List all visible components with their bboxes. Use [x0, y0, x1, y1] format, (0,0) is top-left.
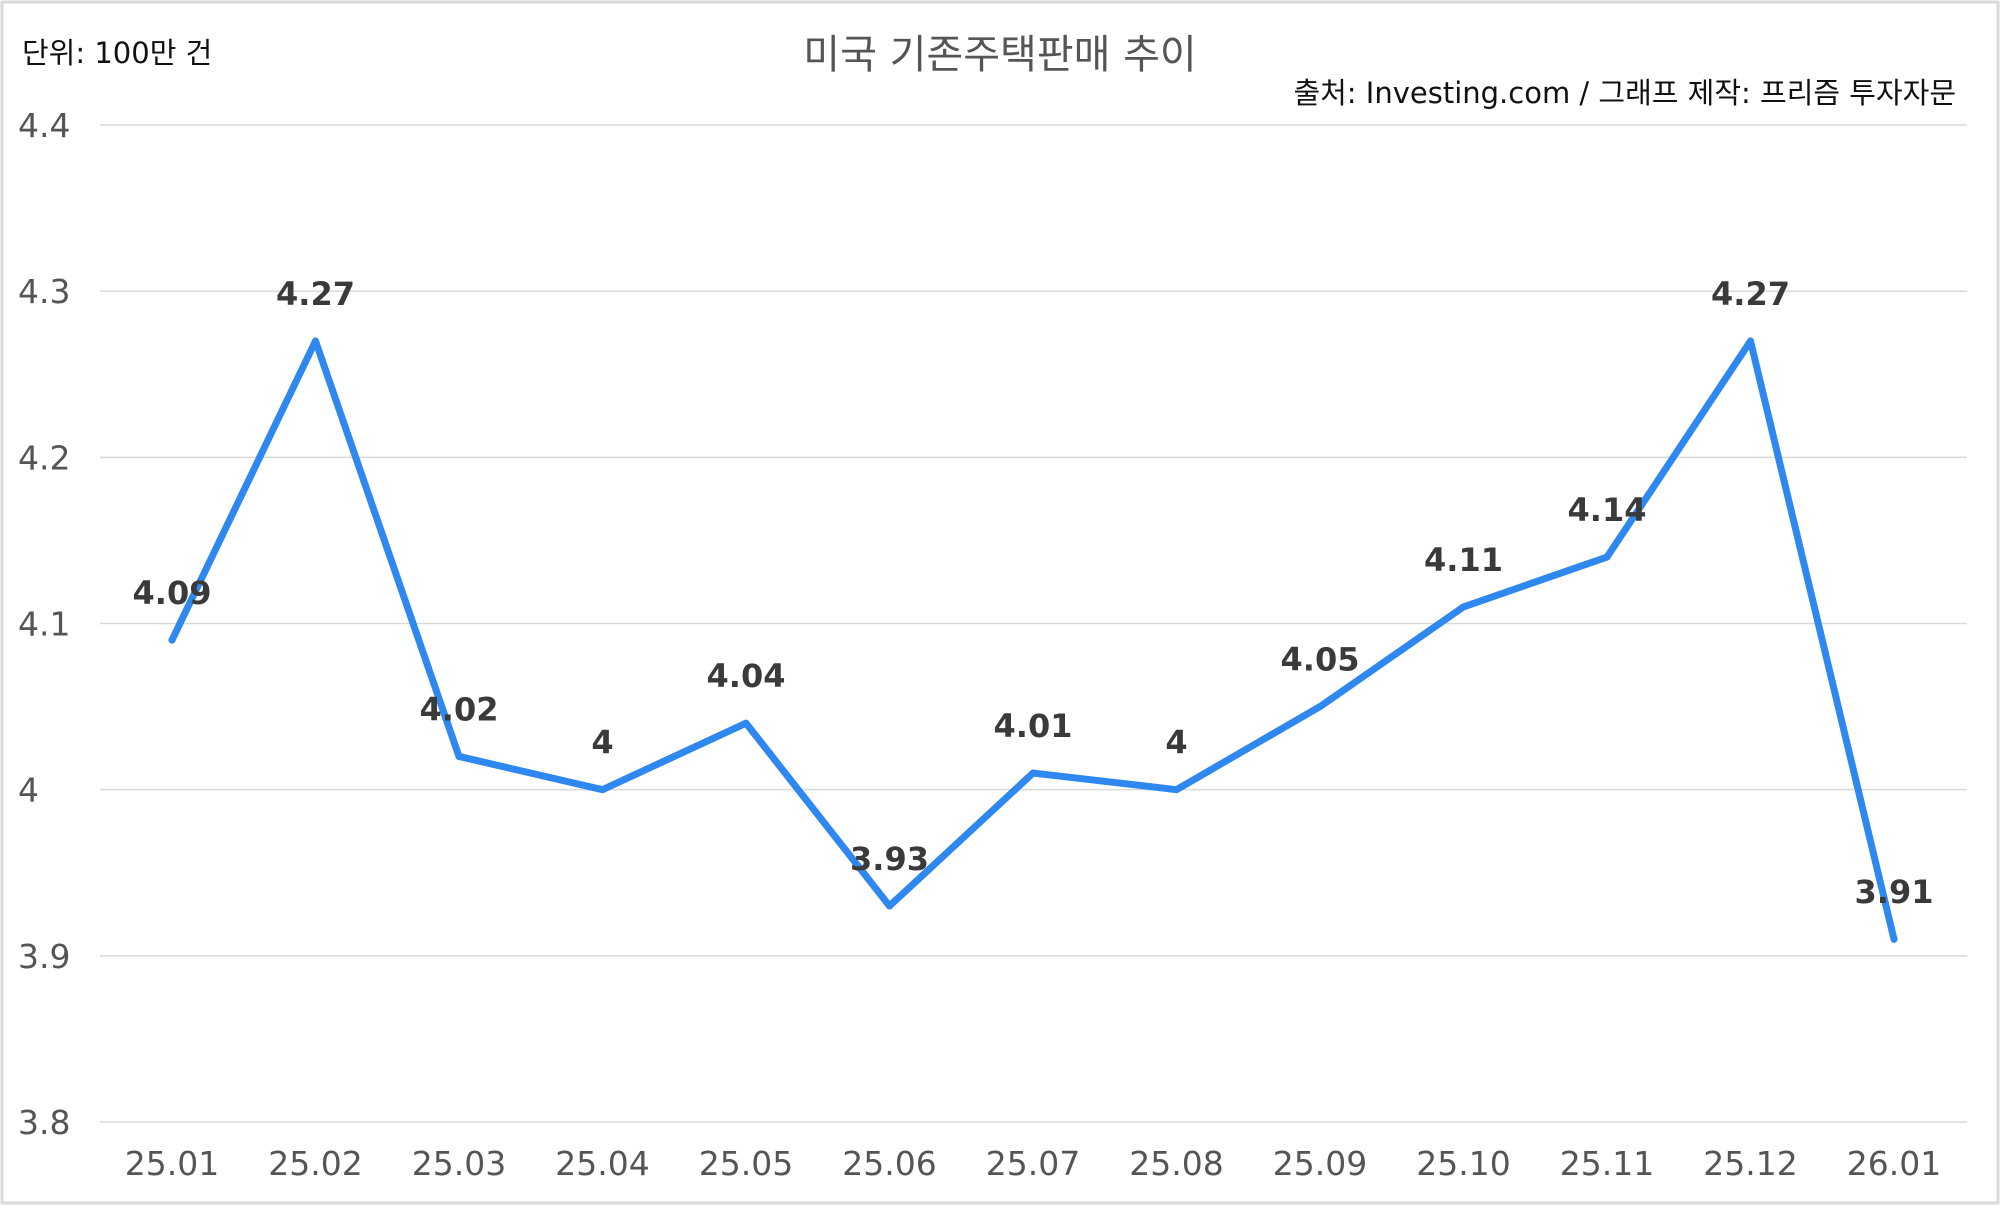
- data-label: 4.04: [707, 657, 786, 695]
- data-label: 4: [591, 724, 613, 762]
- x-tick-label: 25.12: [1703, 1144, 1797, 1183]
- data-label: 4.14: [1568, 491, 1647, 529]
- data-point: [1316, 703, 1324, 711]
- data-point: [1890, 935, 1898, 943]
- chart-title: 미국 기존주택판매 추이: [803, 32, 1196, 78]
- x-tick-label: 25.07: [986, 1144, 1080, 1183]
- y-tick-label: 4: [18, 771, 39, 810]
- data-label: 4.27: [1711, 275, 1790, 313]
- x-tick-label: 25.11: [1560, 1144, 1654, 1183]
- x-tick-label: 25.05: [699, 1144, 793, 1183]
- data-label: 4.01: [994, 707, 1073, 745]
- data-label: 4.02: [420, 690, 499, 728]
- data-label: 4.11: [1424, 541, 1503, 579]
- y-tick-label: 4.4: [18, 106, 70, 145]
- data-labels: 4.09 4.27 4.02 4 4.04 3.93 4.01 4 4.05 4.11 4.14 4.…: [133, 275, 1934, 911]
- x-axis-ticks: 25.01 25.02 25.03 25.04 25.05 25.06 25.07 25.08…: [125, 1144, 1941, 1183]
- y-tick-label: 4.3: [18, 272, 70, 311]
- data-point: [1173, 786, 1180, 794]
- y-axis-ticks: 3.8 3.9 4 4.1 4.2 4.3 4.4: [18, 106, 70, 1142]
- data-point: [168, 636, 176, 644]
- x-tick-label: 25.02: [268, 1144, 362, 1183]
- data-point: [312, 337, 319, 345]
- y-tick-label: 4.2: [18, 438, 70, 477]
- data-label: 3.91: [1855, 873, 1934, 911]
- data-point: [886, 902, 893, 910]
- unit-label: 단위: 100만 건: [22, 36, 212, 70]
- data-point: [1747, 337, 1754, 345]
- data-point: [1603, 553, 1611, 561]
- series: [168, 337, 1898, 943]
- source-label: 출처: Investing.com / 그래프 제작: 프리즘 투자자문: [1293, 76, 1956, 110]
- data-label: 4.09: [133, 574, 212, 612]
- y-tick-label: 3.8: [18, 1103, 70, 1142]
- x-tick-label: 25.01: [125, 1144, 219, 1183]
- data-label: 4.05: [1281, 641, 1360, 679]
- data-label: 3.93: [850, 840, 929, 878]
- y-tick-label: 4.1: [18, 605, 70, 644]
- x-tick-label: 25.03: [412, 1144, 506, 1183]
- x-tick-label: 25.08: [1129, 1144, 1223, 1183]
- x-tick-label: 25.04: [555, 1144, 649, 1183]
- y-tick-label: 3.9: [18, 937, 70, 976]
- data-point: [742, 719, 750, 727]
- data-label: 4.27: [276, 275, 355, 313]
- x-tick-label: 26.01: [1847, 1144, 1941, 1183]
- data-point: [599, 786, 606, 794]
- data-point: [1029, 769, 1037, 777]
- x-tick-label: 25.09: [1273, 1144, 1367, 1183]
- x-tick-label: 25.10: [1416, 1144, 1510, 1183]
- data-label: 4: [1165, 724, 1187, 762]
- data-point: [455, 752, 463, 760]
- x-tick-label: 25.06: [842, 1144, 936, 1183]
- data-point: [1460, 603, 1467, 611]
